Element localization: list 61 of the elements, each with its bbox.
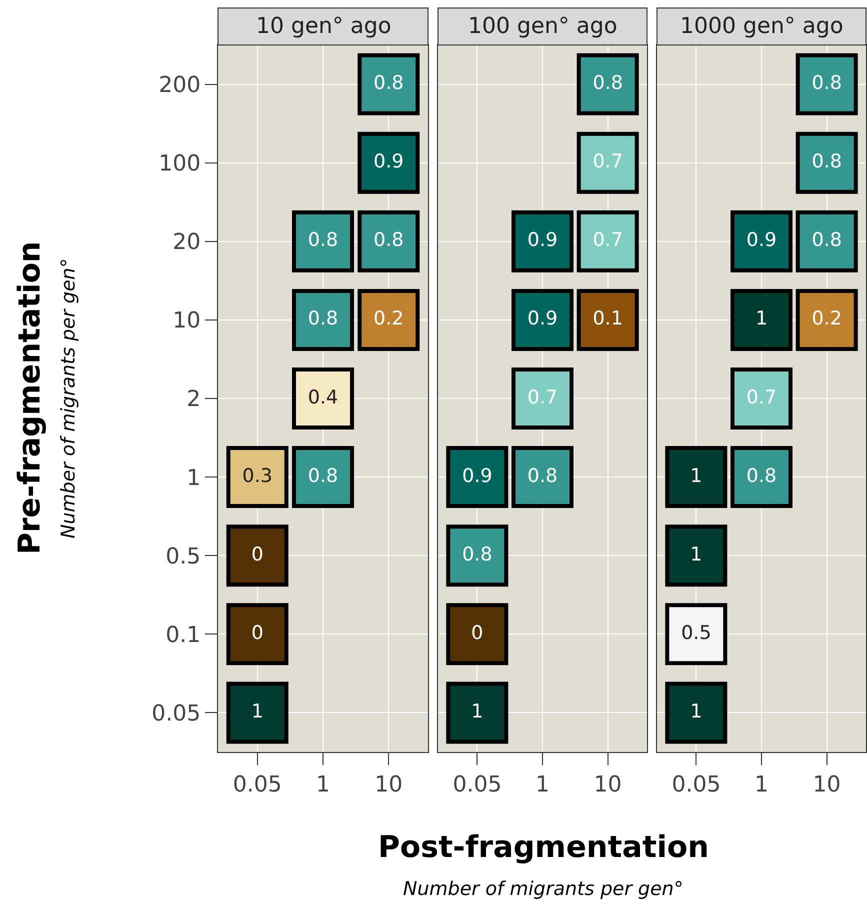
data-label: 0.9 bbox=[746, 229, 777, 252]
x-tick-label: 0.05 bbox=[452, 772, 502, 798]
data-label: 0.8 bbox=[374, 229, 404, 252]
x-tick-label: 0.05 bbox=[232, 772, 282, 798]
data-label: 0.7 bbox=[592, 150, 623, 173]
x-tick-label: 10 bbox=[594, 772, 622, 798]
data-label: 0.8 bbox=[812, 229, 842, 252]
data-label: 0 bbox=[251, 622, 264, 644]
data-label: 0.7 bbox=[746, 386, 777, 408]
data-label: 0.9 bbox=[527, 229, 558, 252]
y-tick-label: 200 bbox=[158, 72, 201, 98]
data-label: 0.9 bbox=[374, 150, 404, 173]
y-axis-title: Pre-fragmentation bbox=[12, 241, 48, 554]
data-label: 0.8 bbox=[812, 150, 842, 173]
data-label: 0.5 bbox=[681, 622, 712, 644]
text: Number of migrants per gen° bbox=[58, 258, 80, 538]
x-tick-label: 1 bbox=[754, 772, 768, 798]
data-label: 0.8 bbox=[308, 464, 338, 487]
x-tick-label: 10 bbox=[374, 772, 403, 798]
data-label: 1 bbox=[690, 543, 702, 566]
data-label: 0.8 bbox=[462, 543, 492, 566]
chart-title: 100 gen° ago bbox=[468, 14, 618, 39]
y-tick-label: 10 bbox=[172, 308, 201, 334]
y-tick-label: 0.1 bbox=[166, 622, 201, 648]
data-label: 0.7 bbox=[527, 386, 558, 408]
x-axis-title: Post-fragmentation bbox=[378, 830, 709, 865]
data-label: 1 bbox=[755, 308, 768, 330]
data-label: 0.4 bbox=[308, 386, 338, 408]
data-label: 0.3 bbox=[242, 464, 272, 487]
y-tick-label: 2 bbox=[186, 387, 201, 412]
data-label: 1 bbox=[690, 464, 702, 487]
x-tick-label: 10 bbox=[812, 772, 841, 798]
data-label: 0.8 bbox=[592, 72, 623, 94]
data-label: 0.8 bbox=[527, 464, 558, 487]
data-label: 0.8 bbox=[308, 229, 338, 252]
data-label: 0.8 bbox=[374, 72, 404, 94]
data-label: 0.2 bbox=[374, 308, 404, 330]
y-tick-label: 1 bbox=[186, 466, 201, 491]
data-label: 0.9 bbox=[462, 464, 492, 487]
data-label: 1 bbox=[251, 700, 264, 722]
data-label: 0.8 bbox=[746, 464, 777, 487]
data-label: 0.8 bbox=[308, 308, 338, 330]
chart-title: 1000 gen° ago bbox=[680, 14, 844, 39]
y-tick-label: 100 bbox=[158, 152, 201, 177]
data-label: 0.9 bbox=[527, 308, 558, 330]
x-tick-label: 1 bbox=[536, 772, 550, 798]
x-tick-label: 1 bbox=[316, 772, 330, 798]
data-label: 0.8 bbox=[812, 72, 842, 94]
x-tick-label: 0.05 bbox=[672, 772, 721, 798]
data-label: 0 bbox=[251, 543, 264, 566]
text: Number of migrants per gen° bbox=[403, 878, 684, 900]
y-tick-label: 0.5 bbox=[166, 544, 201, 570]
data-label: 0.2 bbox=[812, 308, 842, 330]
y-tick-label: 0.05 bbox=[152, 701, 201, 726]
data-label: 0.1 bbox=[592, 308, 623, 330]
data-label: 1 bbox=[690, 700, 702, 722]
y-tick-label: 20 bbox=[172, 230, 201, 256]
data-label: 0 bbox=[471, 622, 484, 644]
data-label: 1 bbox=[471, 700, 484, 722]
chart-title: 10 gen° ago bbox=[256, 14, 392, 39]
data-label: 0.7 bbox=[592, 229, 623, 252]
